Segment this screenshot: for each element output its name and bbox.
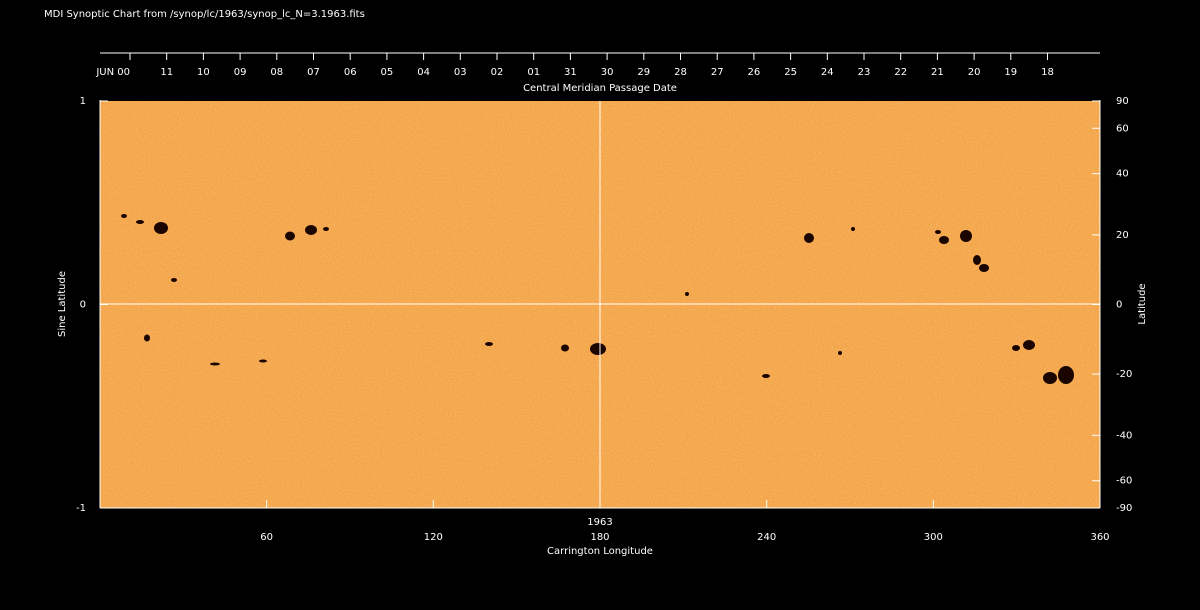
top-tick-label: 27	[711, 67, 724, 78]
top-tick-label: 06	[344, 67, 357, 78]
y-tick-label: 0	[80, 300, 86, 311]
sunspot	[851, 227, 855, 231]
y2-tick-label: -40	[1116, 430, 1132, 441]
sunspot	[259, 359, 267, 363]
sunspot	[1043, 372, 1057, 384]
top-tick-label: 05	[381, 67, 394, 78]
y-tick-label: 1	[80, 96, 86, 107]
x-axis-title: Carrington Longitude	[547, 546, 653, 557]
sunspot	[323, 227, 329, 231]
sunspot	[973, 255, 981, 265]
top-tick-label: JUN 00	[95, 67, 130, 78]
sunspot	[804, 233, 814, 243]
top-tick-label: 11	[160, 67, 173, 78]
y2-tick-label: -20	[1116, 369, 1132, 380]
rotation-label: 1963	[587, 517, 612, 528]
y2-tick-label: 90	[1116, 96, 1129, 107]
sunspot	[154, 222, 168, 234]
y2-axis-title: Latitude	[1137, 283, 1148, 324]
y2-tick-label: 60	[1116, 123, 1129, 134]
y2-tick-label: 0	[1116, 300, 1122, 311]
top-tick-label: 24	[821, 67, 834, 78]
sunspot	[210, 362, 220, 366]
sunspot	[979, 264, 989, 272]
top-tick-label: 25	[784, 67, 797, 78]
sunspot	[121, 214, 127, 218]
y2-tick-label: -90	[1116, 503, 1132, 514]
top-tick-label: 23	[858, 67, 871, 78]
sunspot	[171, 278, 177, 282]
sunspot	[1058, 366, 1074, 384]
y2-tick-label: 40	[1116, 169, 1129, 180]
top-tick-label: 08	[270, 67, 283, 78]
sunspot	[1012, 345, 1020, 351]
sunspot	[838, 351, 842, 355]
sunspot	[762, 374, 770, 378]
top-tick-label: 10	[197, 67, 210, 78]
top-axis-title: Central Meridian Passage Date	[523, 83, 677, 94]
sunspot	[939, 236, 949, 244]
x-tick-label: 120	[424, 532, 443, 543]
top-tick-label: 29	[637, 67, 650, 78]
sunspot	[590, 343, 606, 355]
x-tick-label: 360	[1090, 532, 1109, 543]
y2-tick-label: 20	[1116, 230, 1129, 241]
top-tick-label: 26	[748, 67, 761, 78]
top-tick-label: 31	[564, 67, 577, 78]
sunspot	[136, 220, 144, 224]
top-tick-label: 07	[307, 67, 320, 78]
sunspot	[144, 334, 150, 342]
sunspots	[121, 214, 1074, 384]
top-tick-label: 09	[234, 67, 247, 78]
y2-tick-label: -60	[1116, 476, 1132, 487]
x-tick-label: 300	[924, 532, 943, 543]
top-tick-label: 01	[527, 67, 540, 78]
top-tick-label: 21	[931, 67, 944, 78]
sunspot	[305, 225, 317, 235]
top-tick-label: 03	[454, 67, 467, 78]
y-tick-label: -1	[76, 503, 86, 514]
top-tick-label: 18	[1041, 67, 1054, 78]
sunspot	[285, 231, 295, 241]
top-tick-label: 22	[894, 67, 907, 78]
top-tick-label: 04	[417, 67, 430, 78]
sunspot	[561, 344, 569, 352]
y-axis-title: Sine Latitude	[57, 271, 68, 337]
x-tick-label: 60	[260, 532, 273, 543]
x-tick-label: 180	[590, 532, 609, 543]
top-tick-label: 20	[968, 67, 981, 78]
sunspot	[960, 230, 972, 242]
x-tick-label: 240	[757, 532, 776, 543]
top-tick-label: 02	[491, 67, 504, 78]
sunspot	[935, 230, 941, 234]
top-tick-label: 19	[1004, 67, 1017, 78]
sunspot	[1023, 340, 1035, 350]
sunspot	[485, 342, 493, 346]
top-tick-label: 28	[674, 67, 687, 78]
sunspot	[685, 292, 689, 296]
chart-title: MDI Synoptic Chart from /synop/lc/1963/s…	[44, 9, 365, 20]
top-tick-label: 30	[601, 67, 614, 78]
